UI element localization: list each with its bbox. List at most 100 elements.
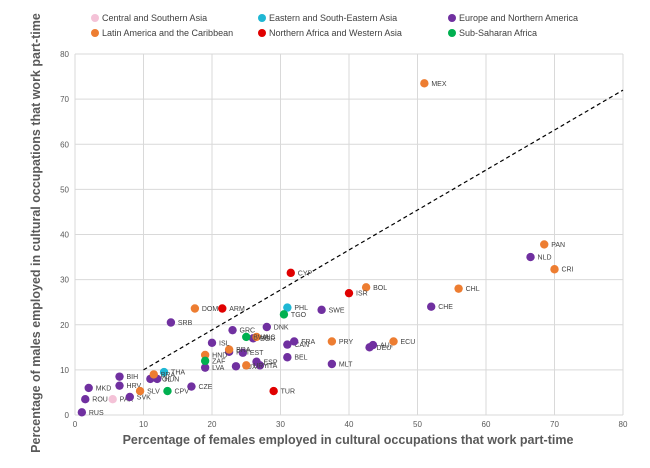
legend: Central and Southern Asia Eastern and Sou… xyxy=(91,13,578,38)
point-label: NIC xyxy=(264,334,276,341)
legend-marker xyxy=(258,29,266,37)
data-point xyxy=(540,240,549,249)
data-point xyxy=(420,79,429,88)
data-point xyxy=(81,395,90,404)
data-point xyxy=(108,395,117,404)
point-label: MLT xyxy=(339,362,353,369)
legend-label: Eastern and South-Eastern Asia xyxy=(269,13,397,23)
point-label: ISR xyxy=(356,291,368,298)
data-point xyxy=(166,318,176,327)
data-point xyxy=(290,337,299,346)
data-point xyxy=(279,310,289,319)
data-point xyxy=(200,356,210,366)
x-tick-label: 0 xyxy=(73,420,78,429)
data-point xyxy=(368,340,378,350)
point-label: SVK xyxy=(137,394,151,401)
y-tick-label: 0 xyxy=(65,411,70,420)
legend-label: Latin America and the Caribbean xyxy=(102,28,233,38)
point-label: ROU xyxy=(92,397,108,404)
point-label: URY xyxy=(253,363,268,370)
data-point xyxy=(207,338,217,347)
x-tick-label: 80 xyxy=(619,420,628,429)
point-label: CPV xyxy=(174,389,189,396)
data-point xyxy=(361,283,371,292)
point-label: BRA xyxy=(161,372,176,379)
data-point xyxy=(231,362,241,371)
y-tick-label: 50 xyxy=(60,185,69,194)
data-point xyxy=(190,304,200,313)
x-tick-label: 20 xyxy=(208,420,217,429)
data-point xyxy=(242,361,251,370)
point-label: NLD xyxy=(538,255,552,262)
point-label: POL xyxy=(157,376,171,383)
data-point xyxy=(125,392,134,402)
point-label: ARM xyxy=(229,306,245,313)
y-tick-label: 20 xyxy=(60,321,69,330)
point-label: SRB xyxy=(178,320,193,327)
point-label: ITA xyxy=(267,363,278,370)
data-point xyxy=(200,363,210,372)
data-point xyxy=(149,370,158,379)
data-point xyxy=(218,304,227,313)
data-point xyxy=(344,288,354,298)
data-point xyxy=(269,386,278,396)
data-point xyxy=(242,332,251,342)
point-label: DEU xyxy=(377,345,392,352)
data-point xyxy=(317,305,326,315)
legend-marker xyxy=(91,14,99,22)
point-label: HUN xyxy=(164,376,179,383)
point-label: CHE xyxy=(438,304,453,311)
data-point xyxy=(187,382,196,391)
data-point xyxy=(526,252,535,262)
data-point xyxy=(286,268,295,278)
x-tick-label: 50 xyxy=(413,420,422,429)
point-label: PRY xyxy=(339,339,354,346)
point-label: EST xyxy=(250,350,264,357)
point-label: PAN xyxy=(551,242,565,249)
point-label: DOM xyxy=(202,306,219,313)
point-label: MKD xyxy=(96,385,112,392)
point-label: BOL xyxy=(373,285,387,292)
point-label: BWA xyxy=(253,334,269,341)
y-axis-title: Percentage of males employed in cultural… xyxy=(29,13,43,453)
y-tick-label: 30 xyxy=(60,276,69,285)
point-label: AUT xyxy=(380,343,395,350)
point-label: ESP xyxy=(264,359,278,366)
data-point xyxy=(115,381,124,390)
legend-label: Central and Southern Asia xyxy=(102,13,207,23)
point-label: GRC xyxy=(240,328,256,335)
point-label: LVA xyxy=(212,365,225,372)
data-point xyxy=(228,325,237,335)
legend-marker xyxy=(91,29,99,37)
point-label: RUS xyxy=(89,410,104,417)
point-label: CAN xyxy=(294,342,309,349)
y-tick-label: 70 xyxy=(60,95,69,104)
point-label: HND xyxy=(212,352,227,359)
data-point xyxy=(427,302,436,311)
point-label: MEX xyxy=(431,81,447,88)
y-tick-label: 80 xyxy=(60,50,69,59)
point-label: ECU xyxy=(401,339,416,346)
point-label: FRA xyxy=(301,339,315,346)
point-label: CHL xyxy=(466,286,480,293)
tick-labels: 0 10 20 30 40 50 60 70 80 0 10 20 30 40 50 60 70 80 xyxy=(60,50,628,429)
data-point xyxy=(327,337,337,346)
y-tick-label: 10 xyxy=(60,366,69,375)
data-point xyxy=(454,284,463,293)
x-tick-label: 40 xyxy=(345,420,354,429)
point-label: THA xyxy=(171,370,185,377)
point-label: CYP xyxy=(298,270,313,277)
x-tick-label: 60 xyxy=(482,420,491,429)
data-point xyxy=(283,303,292,312)
data-point xyxy=(77,408,87,417)
point-label: TGO xyxy=(291,312,307,319)
data-point xyxy=(200,350,210,360)
y-tick-label: 60 xyxy=(60,140,69,149)
data-point xyxy=(389,337,398,346)
legend-label: Europe and Northern America xyxy=(459,13,578,23)
legend-label: Sub-Saharan Africa xyxy=(459,28,537,38)
reference-line xyxy=(143,89,624,371)
data-point xyxy=(255,361,265,370)
